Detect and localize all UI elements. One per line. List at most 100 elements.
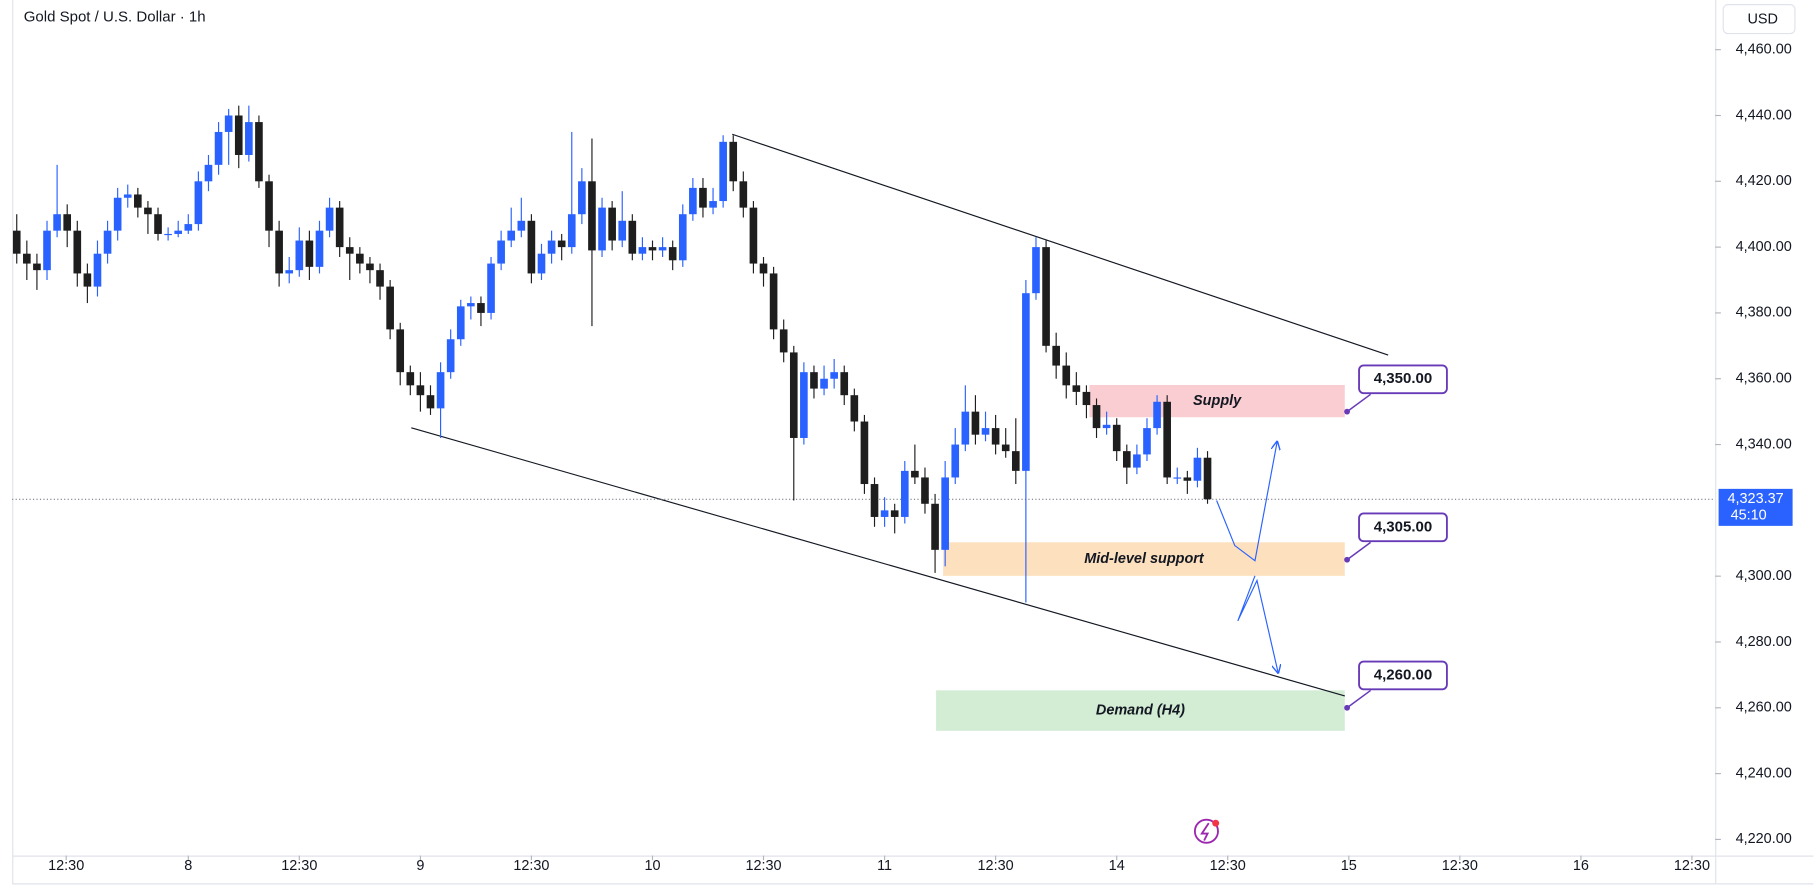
candle-body <box>63 214 72 231</box>
candle-body <box>830 372 838 379</box>
candle-body <box>1153 401 1161 429</box>
x-tick-label: 11 <box>877 858 892 874</box>
y-tick-label: 4,220.00 <box>1736 831 1792 847</box>
candle-body <box>93 253 102 287</box>
candle-body <box>325 207 334 231</box>
candle-body <box>507 230 516 241</box>
candle-body <box>527 220 536 274</box>
candle-body <box>729 141 738 182</box>
candle-body <box>396 329 405 373</box>
x-tick-label: 8 <box>184 858 192 874</box>
zone-box <box>943 542 1345 576</box>
candle-body <box>900 470 909 517</box>
y-tick-label: 4,440.00 <box>1736 107 1792 123</box>
trendline <box>732 133 1389 356</box>
y-tick-label: 4,240.00 <box>1736 765 1792 781</box>
y-tick-label: 4,280.00 <box>1736 634 1792 650</box>
last-price-tag <box>1718 488 1793 526</box>
callout-anchor <box>1344 556 1350 563</box>
candle-body <box>608 207 616 241</box>
candle-body <box>234 115 243 155</box>
candle-body <box>1032 247 1040 294</box>
candle-body <box>1193 457 1202 481</box>
x-tick-label: 10 <box>644 858 660 874</box>
candle-body <box>184 224 193 231</box>
candle-body <box>921 477 929 504</box>
candle-body <box>174 230 183 234</box>
candle-body <box>578 181 586 215</box>
candle-body <box>860 421 869 485</box>
candle-body <box>699 187 707 208</box>
trendline <box>411 427 1345 697</box>
y-tick-label: 4,420.00 <box>1736 173 1792 189</box>
candle-body <box>1122 451 1131 468</box>
zone-label: Mid-level support <box>1084 551 1205 567</box>
x-tick-label: 12:30 <box>513 858 549 874</box>
candle-body <box>467 303 475 307</box>
candle-body <box>941 477 949 550</box>
x-tick-label: 12:30 <box>745 858 781 874</box>
candle-body <box>446 339 455 373</box>
candle-body <box>366 263 374 271</box>
candle-body <box>719 141 727 202</box>
candle-body <box>134 194 142 208</box>
candle-body <box>850 395 859 422</box>
x-tick-label: 12:30 <box>281 858 317 874</box>
candle-body <box>487 263 495 313</box>
callout-leader <box>1346 689 1372 709</box>
callout-leader <box>1346 541 1372 561</box>
candle-body <box>648 247 657 251</box>
callout-box <box>1358 512 1448 543</box>
candle-body <box>1163 401 1171 478</box>
candle-body <box>598 207 606 251</box>
candle-body <box>1072 385 1081 392</box>
candles <box>12 105 1212 603</box>
candle-body <box>870 484 879 517</box>
zone-label: Supply <box>1193 393 1242 409</box>
y-tick-label: 4,300.00 <box>1736 568 1792 584</box>
candle-body <box>164 233 172 236</box>
x-tick-label: 12:30 <box>48 858 84 874</box>
last-price-label: 4,323.37 <box>1727 491 1783 507</box>
candle-body <box>12 230 21 254</box>
projection-path <box>1237 575 1278 673</box>
candle-body <box>678 214 687 261</box>
candle-body <box>144 207 152 215</box>
candle-body <box>991 428 1000 445</box>
tv-logo <box>1193 818 1220 844</box>
candle-body <box>265 181 273 231</box>
candle-body <box>255 122 263 182</box>
candle-body <box>426 395 435 409</box>
x-tick-label: 9 <box>416 858 424 874</box>
candle-body <box>1203 457 1212 500</box>
candle-body <box>971 411 980 435</box>
zone-box <box>936 690 1345 731</box>
x-tick-label: 15 <box>1341 858 1357 874</box>
candle-body <box>789 352 798 438</box>
candle-body <box>911 470 919 478</box>
candle-body <box>779 329 788 353</box>
candle-body <box>497 240 505 264</box>
zone-box <box>1089 384 1345 418</box>
callout-box <box>1358 364 1448 395</box>
candle-body <box>638 247 647 254</box>
candle-body <box>890 510 899 517</box>
projection-path <box>1216 442 1278 562</box>
candle-body <box>436 372 445 409</box>
x-tick-label: 12:30 <box>1210 858 1246 874</box>
countdown: 45:10 <box>1731 507 1767 523</box>
candle-body <box>53 214 61 231</box>
candle-body <box>194 181 203 225</box>
callout-label: 4,305.00 <box>1374 518 1432 535</box>
candle-body <box>275 230 283 274</box>
candle-body <box>618 220 627 241</box>
currency-button[interactable] <box>1722 4 1796 35</box>
candle-body <box>1102 424 1111 429</box>
candle-body <box>103 230 112 254</box>
candle-body <box>689 187 697 215</box>
candle-body <box>33 263 41 271</box>
currency: USD <box>1748 11 1778 27</box>
candle-body <box>1052 345 1060 366</box>
candle-body <box>456 306 465 340</box>
